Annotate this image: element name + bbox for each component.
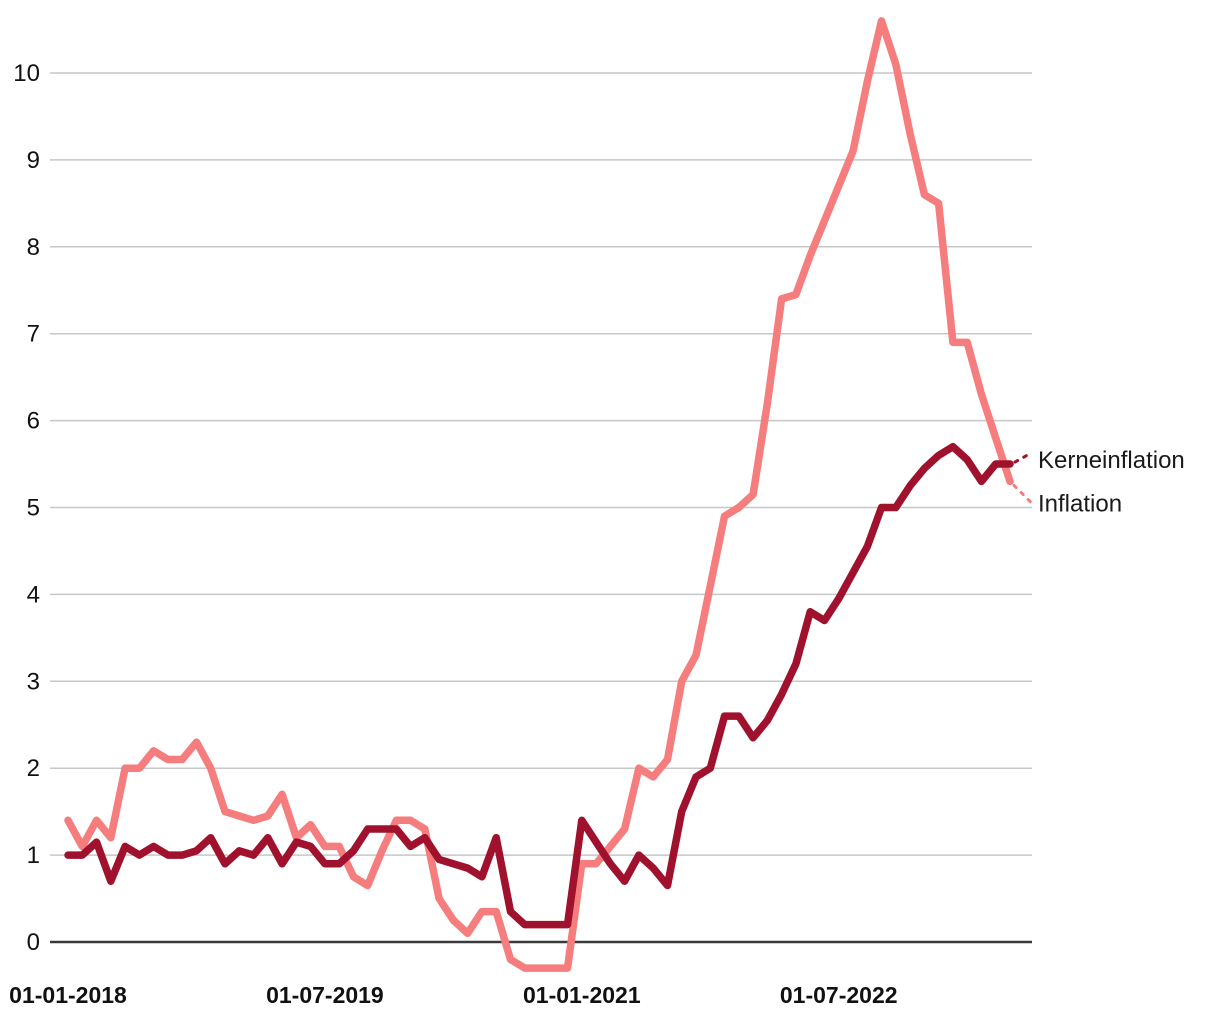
kerneinflation-series-label: Kerneinflation — [1038, 447, 1185, 474]
y-axis-tick-labels: 0 1 2 3 4 5 6 7 8 9 10 — [13, 60, 40, 956]
y-tick-label-8: 8 — [27, 234, 40, 261]
inflation-series-label: Inflation — [1038, 490, 1122, 517]
x-tick-label-01-01-2021: 01-01-2021 — [523, 982, 641, 1008]
inflation-line — [64, 17, 1014, 972]
y-tick-label-9: 9 — [27, 147, 40, 174]
kerneinflation-leader-dotted — [1013, 451, 1033, 464]
y-tick-label-10: 10 — [13, 60, 40, 87]
y-tick-label-0: 0 — [27, 929, 40, 956]
x-axis-tick-labels: 01-01-2018 01-07-2019 01-01-2021 01-07-2022 — [9, 982, 897, 1008]
kerneinflation-line — [64, 442, 1014, 929]
x-tick-label-01-07-2019: 01-07-2019 — [266, 982, 384, 1008]
label-leader-lines — [1012, 451, 1033, 504]
series-lines — [64, 17, 1014, 972]
y-tick-label-6: 6 — [27, 408, 40, 435]
y-tick-label-7: 7 — [27, 321, 40, 348]
x-tick-label-01-01-2018: 01-01-2018 — [9, 982, 127, 1008]
x-tick-label-01-07-2022: 01-07-2022 — [780, 982, 898, 1008]
inflation-leader-dotted — [1012, 483, 1033, 504]
y-tick-label-1: 1 — [27, 842, 40, 869]
y-tick-label-5: 5 — [27, 495, 40, 522]
y-tick-label-4: 4 — [27, 581, 40, 608]
y-tick-label-2: 2 — [27, 755, 40, 782]
y-tick-label-3: 3 — [27, 668, 40, 695]
